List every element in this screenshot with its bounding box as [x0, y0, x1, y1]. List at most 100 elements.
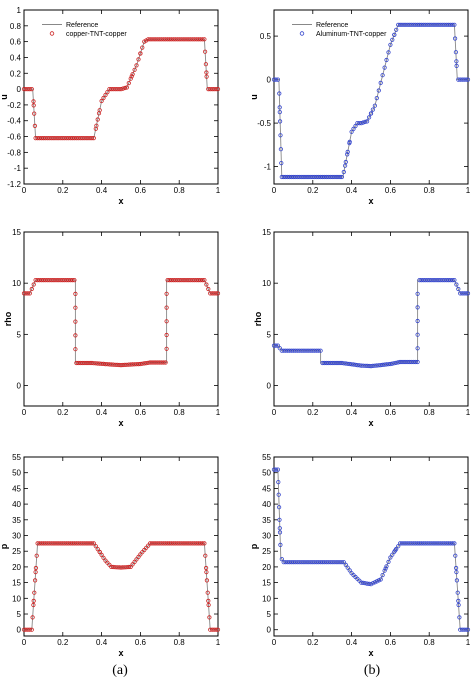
- data-point: [136, 57, 141, 62]
- y-axis-label: u: [0, 94, 9, 100]
- data-point: [306, 560, 311, 565]
- data-point: [192, 541, 197, 546]
- data-point: [120, 362, 126, 368]
- data-point: [316, 348, 321, 353]
- data-point: [440, 22, 445, 27]
- data-point: [41, 136, 46, 141]
- data-point: [363, 581, 368, 586]
- data-point: [399, 541, 405, 546]
- data-point: [372, 363, 377, 368]
- marker-series: [271, 467, 471, 632]
- y-tick-label: 1: [17, 6, 22, 15]
- data-point: [208, 291, 213, 296]
- data-point: [149, 360, 155, 365]
- data-point: [136, 361, 141, 367]
- data-point: [167, 541, 172, 546]
- data-point: [23, 87, 28, 92]
- data-point: [285, 560, 290, 565]
- data-point: [277, 526, 282, 531]
- data-point: [322, 560, 327, 565]
- data-point: [330, 360, 335, 366]
- data-point: [56, 541, 62, 546]
- data-point: [204, 578, 209, 583]
- data-point: [25, 291, 30, 296]
- data-point: [326, 174, 331, 180]
- data-point: [45, 277, 50, 283]
- data-point: [21, 291, 27, 296]
- data-point: [339, 560, 344, 565]
- data-point: [43, 541, 48, 546]
- data-point: [281, 560, 286, 565]
- data-point: [111, 87, 116, 92]
- data-point: [312, 174, 317, 180]
- data-point: [203, 62, 208, 67]
- data-point: [434, 277, 440, 283]
- data-point: [188, 541, 193, 546]
- data-point: [99, 98, 104, 104]
- data-point: [330, 560, 335, 565]
- marker-series: [271, 22, 471, 180]
- data-point: [322, 174, 327, 180]
- data-point: [155, 360, 160, 365]
- data-point: [89, 136, 95, 141]
- x-tick-label: 0.2: [57, 408, 69, 417]
- data-point: [316, 560, 321, 565]
- data-point: [403, 22, 408, 27]
- data-point: [454, 63, 459, 69]
- data-point: [364, 581, 370, 586]
- y-tick-label: 0: [17, 626, 22, 635]
- data-point: [324, 560, 329, 565]
- x-tick-label: 1: [216, 408, 221, 417]
- data-point: [295, 174, 300, 180]
- y-tick-label: 0: [17, 382, 22, 391]
- data-point: [151, 37, 157, 42]
- data-point: [198, 541, 203, 546]
- plot-frame: [273, 231, 469, 407]
- data-point: [405, 22, 410, 27]
- data-point: [204, 282, 209, 287]
- data-point: [32, 123, 38, 129]
- data-point: [302, 174, 308, 180]
- data-point: [465, 627, 471, 632]
- data-point: [457, 615, 462, 620]
- data-point: [364, 119, 370, 124]
- data-point: [291, 348, 296, 353]
- data-point: [202, 277, 207, 283]
- data-point: [194, 277, 199, 283]
- data-point: [91, 361, 96, 366]
- data-point: [54, 277, 60, 283]
- data-point: [32, 590, 37, 595]
- data-point: [347, 568, 352, 573]
- data-point: [128, 362, 133, 367]
- data-point: [43, 277, 48, 283]
- data-point: [413, 359, 418, 365]
- data-point: [66, 541, 71, 546]
- data-point: [99, 552, 104, 558]
- data-point: [275, 343, 280, 348]
- data-point: [456, 286, 461, 292]
- data-point: [194, 541, 199, 546]
- data-point: [306, 348, 311, 353]
- data-point: [320, 174, 325, 180]
- data-point: [409, 541, 414, 546]
- data-point: [208, 627, 213, 632]
- data-point: [31, 282, 36, 287]
- x-tick-label: 0.8: [424, 638, 436, 647]
- y-tick-label: 10: [262, 279, 271, 288]
- data-point: [314, 348, 319, 353]
- data-point: [118, 362, 124, 368]
- data-point: [386, 362, 391, 367]
- x-tick-label: 1: [216, 186, 221, 195]
- data-point: [291, 174, 296, 180]
- data-point: [179, 277, 184, 283]
- legend-entry: Reference: [66, 22, 98, 29]
- data-point: [383, 566, 388, 571]
- data-point: [384, 57, 389, 63]
- data-point: [423, 22, 428, 27]
- data-point: [73, 333, 78, 338]
- data-point: [89, 360, 95, 366]
- data-point: [153, 541, 158, 546]
- data-point: [159, 360, 164, 365]
- data-point: [188, 37, 193, 42]
- data-point: [29, 627, 34, 632]
